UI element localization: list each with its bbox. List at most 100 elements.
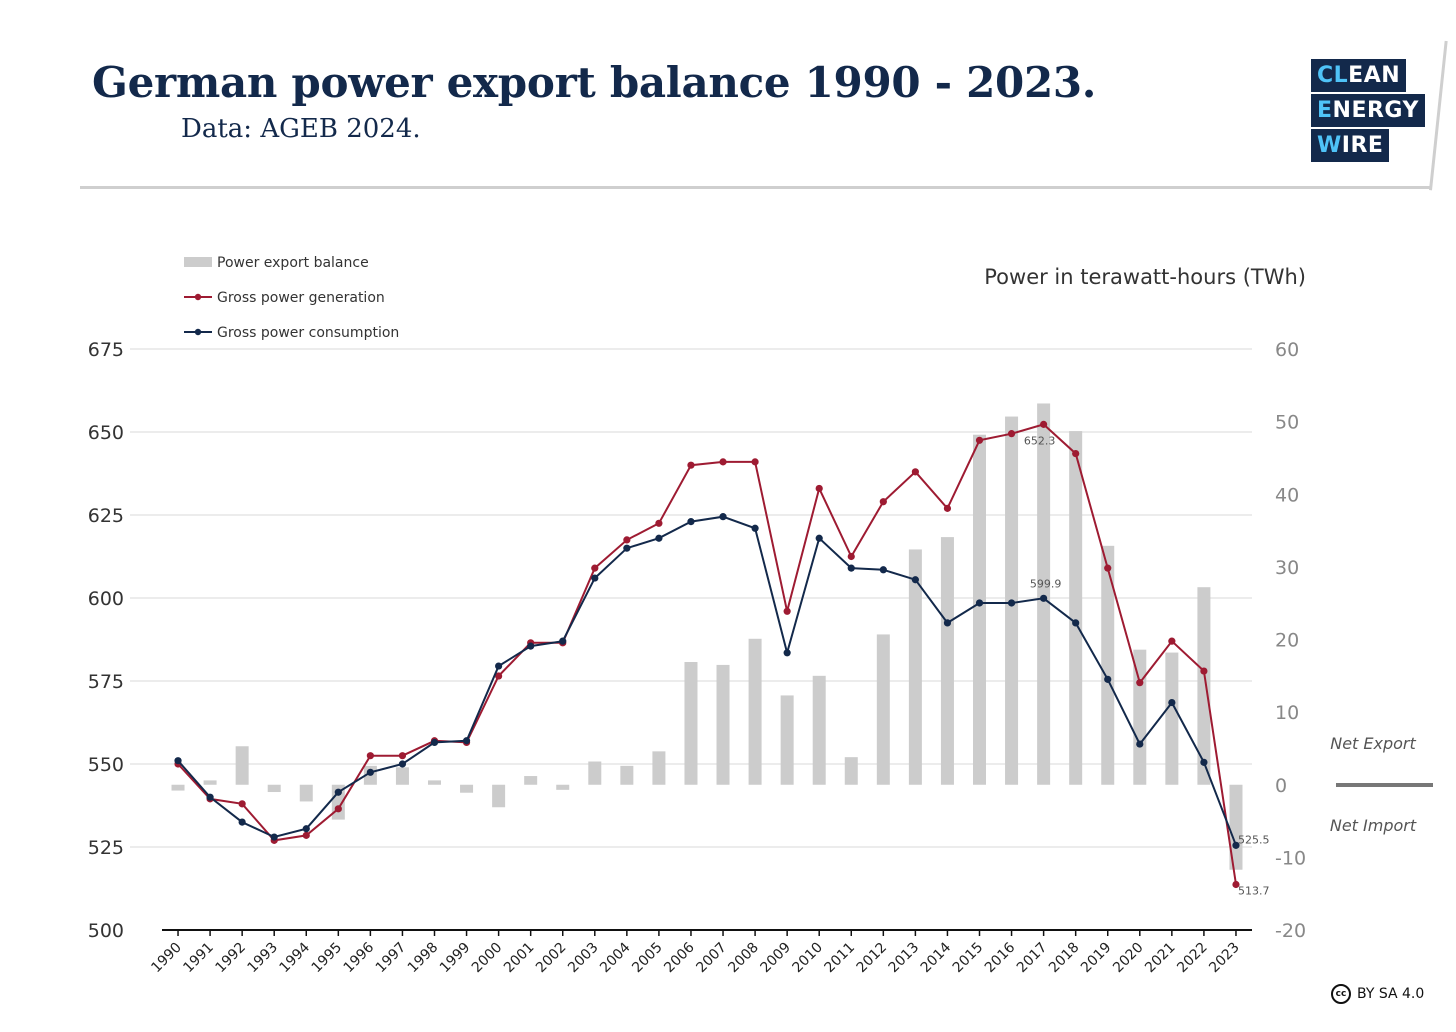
x-tick-label: 1997 xyxy=(373,940,410,977)
data-point xyxy=(1007,599,1016,607)
data-point xyxy=(815,484,823,493)
legend-label: Gross power consumption xyxy=(217,325,399,341)
data-point xyxy=(751,458,759,466)
data-point xyxy=(783,607,791,615)
bar xyxy=(716,664,730,785)
x-tick-label: 1998 xyxy=(405,940,442,977)
data-point xyxy=(1072,449,1080,458)
right-tick-label: 30 xyxy=(1275,557,1299,579)
bar xyxy=(1069,431,1083,785)
data-point xyxy=(430,738,439,747)
data-point xyxy=(302,825,310,833)
left-tick-label: 525 xyxy=(88,837,124,859)
data-point xyxy=(238,818,246,826)
bar xyxy=(1197,587,1211,785)
data-point xyxy=(911,576,919,584)
bar xyxy=(908,549,922,785)
x-tick-label: 2000 xyxy=(469,940,506,977)
data-point xyxy=(462,737,471,745)
series-line xyxy=(177,515,1237,846)
data-point xyxy=(591,564,599,572)
axes: 500 525 550 575 600 625 650 675 -20 -10 0 10 20 30 40 5… xyxy=(88,339,1306,976)
data-point xyxy=(847,564,855,572)
legend: Power export balance Gross power generati… xyxy=(184,255,399,341)
data-point xyxy=(815,534,823,542)
data-point xyxy=(302,831,310,839)
data-point xyxy=(1168,698,1176,707)
data-point xyxy=(495,662,503,670)
data-point xyxy=(719,458,727,466)
x-tick-label: 2016 xyxy=(982,939,1019,976)
legend-label: Gross power generation xyxy=(217,290,385,306)
data-point xyxy=(366,752,374,760)
legend-marker xyxy=(194,293,202,301)
x-tick-label: 2005 xyxy=(629,940,666,977)
bar xyxy=(556,784,570,790)
x-tick-label: 2002 xyxy=(533,940,570,977)
cc-icon: cc xyxy=(1331,984,1351,1004)
bar-series xyxy=(171,403,1243,870)
bar xyxy=(460,784,474,793)
right-tick-label: -10 xyxy=(1275,847,1306,869)
data-point xyxy=(1136,740,1144,748)
left-tick-label: 600 xyxy=(88,588,124,610)
unit-label: Power in terawatt-hours (TWh) xyxy=(984,265,1306,289)
bar xyxy=(652,751,666,785)
data-point xyxy=(911,468,919,476)
x-tick-label: 2015 xyxy=(950,940,987,977)
data-point xyxy=(334,788,342,796)
x-tick-label: 2007 xyxy=(693,940,730,977)
bar xyxy=(812,675,826,785)
x-tick-label: 1990 xyxy=(148,940,185,977)
x-tick-label: 1999 xyxy=(437,940,474,977)
bar xyxy=(1101,545,1115,785)
bar xyxy=(684,662,698,785)
data-label: 652.3 xyxy=(1024,434,1056,447)
data-point xyxy=(975,436,984,444)
data-point xyxy=(975,599,984,607)
data-point xyxy=(1200,667,1208,675)
bar xyxy=(267,784,281,793)
data-point xyxy=(687,461,695,469)
data-point xyxy=(527,642,535,650)
data-point xyxy=(623,536,631,544)
x-tick-label: 2001 xyxy=(501,940,538,977)
x-tick-label: 1995 xyxy=(309,940,346,977)
data-label: 525.5 xyxy=(1238,833,1270,846)
license-text: BY SA 4.0 xyxy=(1357,986,1425,1002)
x-tick-label: 2018 xyxy=(1046,940,1083,977)
legend-marker xyxy=(194,328,202,336)
x-tick-label: 2011 xyxy=(822,940,859,977)
x-tick-label: 2020 xyxy=(1110,940,1147,977)
data-point xyxy=(879,498,887,506)
data-point xyxy=(751,524,759,532)
data-point xyxy=(1007,430,1016,438)
left-tick-label: 650 xyxy=(88,422,124,444)
data-point xyxy=(334,805,342,813)
data-point xyxy=(655,534,663,542)
x-tick-label: 1993 xyxy=(245,940,282,977)
header-divider xyxy=(80,186,1430,189)
data-point xyxy=(847,552,855,561)
page-title: German power export balance 1990 - 2023. xyxy=(92,58,1097,107)
bar xyxy=(492,784,506,808)
data-point xyxy=(559,637,567,645)
data-label: 599.9 xyxy=(1030,577,1062,590)
data-point xyxy=(943,504,952,512)
data-label: 513.7 xyxy=(1238,885,1270,898)
x-tick-label: 2023 xyxy=(1206,940,1243,977)
data-point xyxy=(1040,420,1048,428)
data-point xyxy=(366,768,374,776)
x-tick-label: 2013 xyxy=(886,940,923,977)
data-point xyxy=(398,760,407,768)
data-point xyxy=(719,513,727,521)
bar xyxy=(524,776,538,785)
x-tick-label: 2019 xyxy=(1078,940,1115,977)
x-tick-label: 2008 xyxy=(725,940,762,977)
x-tick-label: 1991 xyxy=(180,940,217,977)
right-tick-label: 0 xyxy=(1275,775,1287,797)
right-tick-label: 60 xyxy=(1275,339,1299,361)
x-tick-label: 2014 xyxy=(918,939,955,976)
left-tick-label: 625 xyxy=(88,505,124,527)
